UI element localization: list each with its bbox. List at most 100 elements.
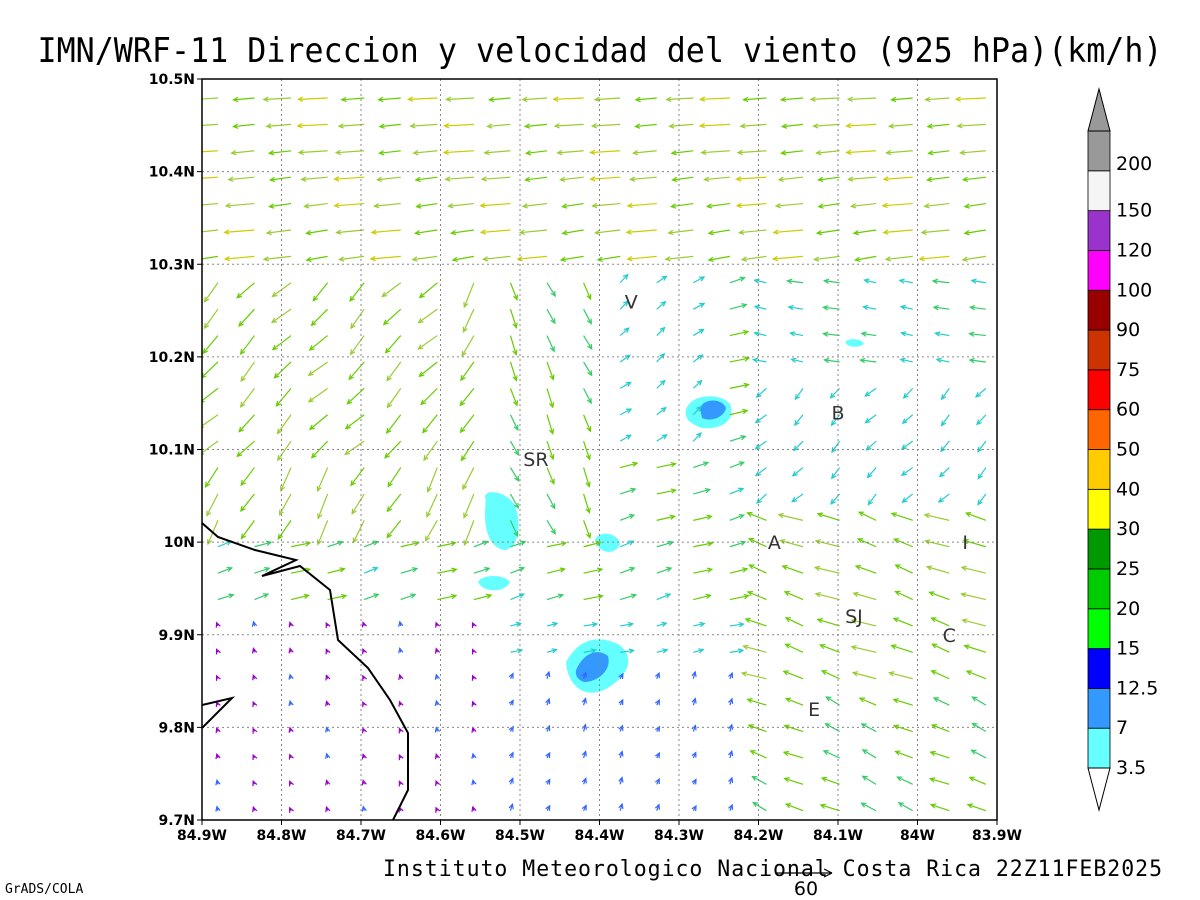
wind-vector: [463, 282, 475, 308]
wind-vector-head: [899, 357, 906, 363]
legend-swatch: [1087, 409, 1111, 450]
wind-vector-head: [386, 532, 393, 539]
wind-vector-head: [739, 276, 746, 282]
wind-vector: [975, 387, 987, 398]
wind-vector-head: [418, 371, 425, 378]
wind-vector: [370, 255, 401, 260]
wind-vector: [851, 619, 877, 627]
wind-vector-head: [305, 230, 312, 236]
wind-vector: [583, 282, 592, 300]
wind-vector-head: [581, 750, 587, 757]
wind-vector-head: [375, 176, 383, 182]
wind-vector: [592, 202, 621, 207]
legend-label: 25: [1116, 558, 1140, 580]
wind-vector-head: [888, 671, 895, 677]
wind-vector-head: [518, 229, 525, 235]
wind-vector-head: [668, 123, 675, 129]
wind-vector: [419, 282, 438, 298]
wind-vector-head: [512, 349, 518, 356]
wind-vector-head: [288, 621, 294, 628]
wind-vector: [886, 255, 913, 260]
wind-vector-head: [232, 96, 239, 103]
wind-vector: [408, 97, 438, 100]
wind-vector: [931, 724, 950, 733]
wind-vector-head: [780, 150, 787, 156]
wind-vector-head: [398, 620, 404, 627]
x-tick-label: 84W: [900, 828, 935, 844]
wind-vector-head: [513, 449, 520, 456]
wind-vector-head: [471, 621, 477, 629]
wind-vector-head: [369, 255, 376, 262]
wind-vector: [463, 493, 475, 518]
wind-vector-head: [288, 753, 294, 760]
wind-vector: [202, 335, 219, 354]
wind-vector: [509, 493, 519, 509]
wind-vector-head: [262, 593, 270, 599]
wind-vector-head: [310, 452, 317, 459]
wind-vector-head: [860, 723, 867, 729]
wind-vector-head: [858, 697, 866, 703]
wind-vector: [656, 463, 676, 469]
wind-vector-head: [377, 96, 384, 103]
wind-vector: [864, 279, 877, 284]
wind-vector: [656, 301, 666, 310]
wind-vector: [420, 387, 438, 405]
wind-vector-head: [954, 96, 961, 102]
wind-vector: [782, 565, 804, 574]
wind-vector-head: [305, 256, 312, 263]
wind-vector-head: [753, 331, 760, 337]
wind-vector: [619, 274, 629, 284]
wind-vector: [785, 617, 804, 627]
wind-vector-head: [518, 566, 526, 572]
wind-vector: [893, 617, 913, 627]
wind-vector: [510, 593, 524, 601]
wind-vector-head: [590, 648, 598, 654]
wind-vector: [350, 467, 365, 486]
wind-vector: [790, 332, 804, 337]
wind-vector: [386, 519, 402, 538]
wind-vector: [708, 229, 730, 235]
wind-vector-head: [593, 229, 601, 236]
wind-vector: [928, 150, 950, 154]
wind-vector: [704, 176, 730, 181]
wind-vector-head: [661, 621, 668, 628]
wind-vector: [400, 567, 418, 574]
wind-vector: [785, 697, 804, 706]
wind-vector-head: [518, 593, 526, 599]
wind-vector-head: [852, 229, 859, 236]
wind-vector-head: [670, 461, 677, 468]
wind-vector-head: [931, 278, 939, 285]
wind-vector: [925, 540, 950, 548]
wind-vector: [489, 97, 511, 101]
wind-vector-head: [825, 696, 832, 702]
wind-vector-head: [581, 697, 587, 704]
wind-vector-head: [482, 540, 489, 546]
legend-label: 3.5: [1116, 757, 1146, 779]
wind-vector-head: [740, 671, 748, 677]
wind-vector: [930, 804, 950, 812]
wind-vector: [437, 595, 457, 601]
wind-vector-head: [434, 647, 441, 654]
wind-vector-head: [704, 487, 712, 494]
wind-vector-head: [443, 123, 450, 129]
wind-vector: [933, 306, 950, 310]
wind-vector: [787, 280, 804, 284]
wind-vector-head: [307, 370, 314, 377]
wind-vector: [851, 202, 877, 207]
wind-vector: [202, 176, 218, 179]
wind-vector: [371, 229, 401, 234]
wind-vector: [754, 279, 767, 284]
wind-vector-head: [271, 291, 278, 298]
reference-vector-head: [823, 868, 833, 878]
wind-vector: [619, 488, 636, 495]
wind-vector: [818, 202, 840, 208]
wind-vector-head: [820, 776, 828, 783]
wind-vector-head: [361, 621, 367, 628]
wind-vector-head: [703, 176, 710, 182]
wind-vector: [635, 123, 657, 128]
wind-vector: [619, 540, 634, 548]
wind-vector: [857, 538, 877, 548]
wind-vector-head: [418, 292, 425, 299]
wind-vector-head: [746, 591, 754, 597]
wind-vector-head: [742, 567, 749, 573]
